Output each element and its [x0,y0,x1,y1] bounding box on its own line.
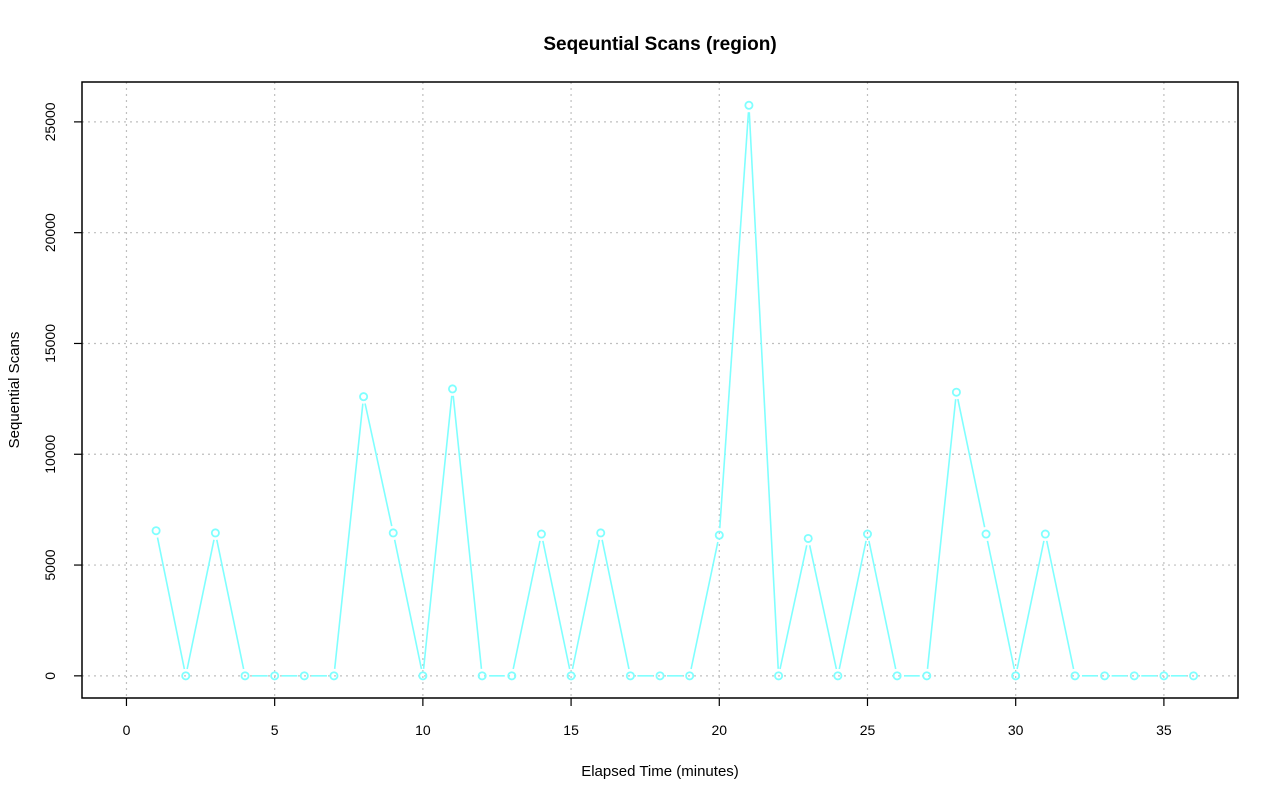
series-segment [393,539,423,670]
data-point [210,528,220,538]
series-segment [452,395,483,669]
data-point [1011,671,1021,681]
series-segment [186,539,215,670]
series-segment [868,540,897,670]
data-point [774,671,784,681]
y-axis-label: Sequential Scans [6,332,23,449]
series-segment [542,540,571,670]
data-point [507,671,517,681]
plot-frame [81,81,1239,699]
series-segment [718,112,750,529]
data-point [625,671,635,681]
data-point [151,526,161,536]
data-point [1189,671,1199,681]
data-point [951,387,961,397]
series-segment [156,537,186,670]
data-point [1100,671,1110,681]
data-point [714,530,724,540]
series-segment [957,398,986,528]
data-point [388,528,398,538]
data-point [833,671,843,681]
series-segment [748,112,779,669]
series-segment [422,395,453,669]
grid [82,82,1238,698]
series-segment [601,539,630,670]
series-segment [808,545,838,670]
data-point [181,671,191,681]
series-segment [333,403,364,669]
data-point [685,671,695,681]
data-point [418,671,428,681]
series-segment [690,541,719,670]
data-point [477,671,487,681]
data-point [329,671,339,681]
data-point [862,529,872,539]
data-point [744,100,754,110]
series-segment [838,540,867,670]
series-segment [512,540,541,670]
data-point [981,529,991,539]
x-tick-label: 25 [860,722,876,738]
data-point [536,529,546,539]
y-tick-label: 20000 [42,213,58,252]
chart-title: Seqeuntial Scans (region) [543,34,776,55]
data-point [803,533,813,543]
series-segment [986,540,1016,670]
y-tick-label: 0 [42,672,58,680]
data-point [299,671,309,681]
data-point [270,671,280,681]
y-tick-label: 5000 [42,549,58,580]
series-segment [926,399,957,669]
series-segment [216,539,245,670]
data-point [240,671,250,681]
x-tick-label: 30 [1008,722,1024,738]
y-tick-label: 25000 [42,102,58,141]
data-point [448,384,458,394]
series-segment [779,545,808,670]
x-axis-label: Elapsed Time (minutes) [581,763,739,780]
data-point [566,671,576,681]
x-tick-label: 10 [415,722,431,738]
x-tick-label: 0 [123,722,131,738]
data-point [1129,671,1139,681]
series-segment [364,403,393,527]
y-tick-label: 15000 [42,324,58,363]
data-point [359,392,369,402]
series-segment [571,539,601,670]
series-segment [1016,540,1045,670]
data-point [892,671,902,681]
data-point [596,528,606,538]
y-tick-label: 10000 [42,435,58,474]
x-tick-label: 15 [563,722,579,738]
x-tick-label: 5 [271,722,279,738]
data-point [922,671,932,681]
x-tick-label: 20 [711,722,727,738]
series-segment [1045,540,1075,670]
data-point [655,671,665,681]
data-point [1070,671,1080,681]
x-tick-label: 35 [1156,722,1172,738]
series-line [151,100,1199,681]
data-point [1159,671,1169,681]
axes: 0 5 10 15 20 25 30 35 0 5000 10000 15000 20000 25000 [42,102,1172,738]
data-point [1040,529,1050,539]
